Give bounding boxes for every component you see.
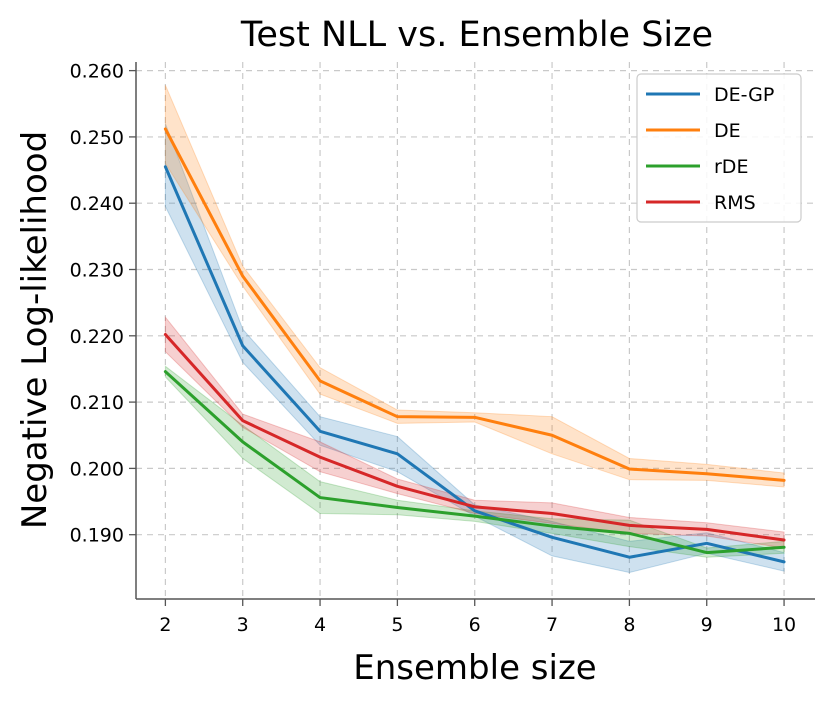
x-tick-label: 2 bbox=[159, 614, 171, 636]
x-axis-ticks: 2 3 4 5 6 7 8 9 10 bbox=[159, 599, 796, 636]
y-tick-label: 0.230 bbox=[70, 260, 124, 282]
y-axis-label: Negative Log-likelihood bbox=[15, 131, 55, 529]
y-tick-label: 0.220 bbox=[70, 326, 124, 348]
y-tick-label: 0.210 bbox=[70, 392, 124, 414]
x-tick-label: 8 bbox=[623, 614, 635, 636]
rde-line bbox=[163, 370, 786, 555]
x-tick-label: 4 bbox=[314, 614, 326, 636]
legend-label-rms: RMS bbox=[714, 192, 756, 214]
y-tick-label: 0.250 bbox=[70, 127, 124, 149]
x-tick-label: 3 bbox=[237, 614, 249, 636]
x-axis-label: Ensemble size bbox=[353, 648, 596, 688]
de-gp-line bbox=[163, 165, 786, 564]
x-tick-label: 9 bbox=[701, 614, 713, 636]
y-tick-label: 0.190 bbox=[70, 525, 124, 547]
legend-box bbox=[636, 73, 802, 223]
legend-label-de-gp: DE-GP bbox=[714, 84, 774, 106]
x-tick-label: 5 bbox=[391, 614, 403, 636]
rms-line bbox=[163, 332, 786, 542]
axes bbox=[135, 62, 815, 600]
de-line bbox=[163, 127, 786, 482]
de-gp-band bbox=[164, 123, 785, 573]
legend-label-rde: rDE bbox=[714, 156, 748, 178]
series-lines bbox=[163, 127, 786, 564]
y-tick-label: 0.200 bbox=[70, 458, 124, 480]
x-tick-label: 6 bbox=[469, 614, 481, 636]
legend: DE-GP DE rDE RMS bbox=[636, 73, 802, 223]
y-axis-ticks: 0.190 0.200 0.210 0.220 0.230 0.240 0.250 0.260 bbox=[70, 61, 136, 547]
y-tick-label: 0.240 bbox=[70, 193, 124, 215]
x-tick-label: 7 bbox=[546, 614, 558, 636]
rde-band bbox=[164, 365, 785, 558]
x-tick-label: 10 bbox=[772, 614, 796, 636]
de-band bbox=[164, 85, 785, 488]
chart-title: Test NLL vs. Ensemble Size bbox=[240, 15, 713, 55]
y-tick-label: 0.260 bbox=[70, 61, 124, 83]
legend-label-de: DE bbox=[714, 120, 741, 142]
